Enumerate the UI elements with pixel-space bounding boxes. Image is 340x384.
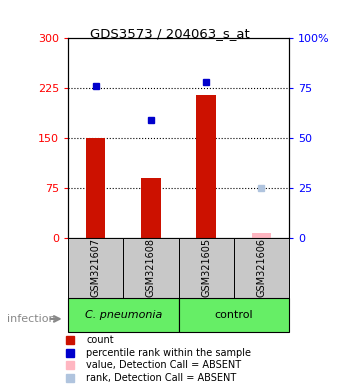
Bar — [141, 178, 160, 238]
Bar — [197, 95, 216, 238]
Bar — [86, 138, 105, 238]
Text: GDS3573 / 204063_s_at: GDS3573 / 204063_s_at — [90, 27, 250, 40]
Bar — [68, 298, 178, 332]
Bar — [178, 298, 289, 332]
Text: GSM321608: GSM321608 — [146, 238, 156, 297]
Text: value, Detection Call = ABSENT: value, Detection Call = ABSENT — [86, 360, 241, 370]
Text: infection: infection — [7, 314, 55, 324]
Bar — [234, 238, 289, 298]
Text: count: count — [86, 335, 114, 345]
Text: GSM321605: GSM321605 — [201, 238, 211, 297]
Text: GSM321606: GSM321606 — [256, 238, 266, 297]
Text: control: control — [215, 310, 253, 320]
Bar — [252, 233, 271, 238]
Bar — [123, 238, 178, 298]
Text: rank, Detection Call = ABSENT: rank, Detection Call = ABSENT — [86, 373, 237, 383]
Text: C. pneumonia: C. pneumonia — [85, 310, 162, 320]
Bar — [178, 238, 234, 298]
Bar — [68, 238, 123, 298]
Text: percentile rank within the sample: percentile rank within the sample — [86, 348, 251, 358]
Text: GSM321607: GSM321607 — [91, 238, 101, 297]
